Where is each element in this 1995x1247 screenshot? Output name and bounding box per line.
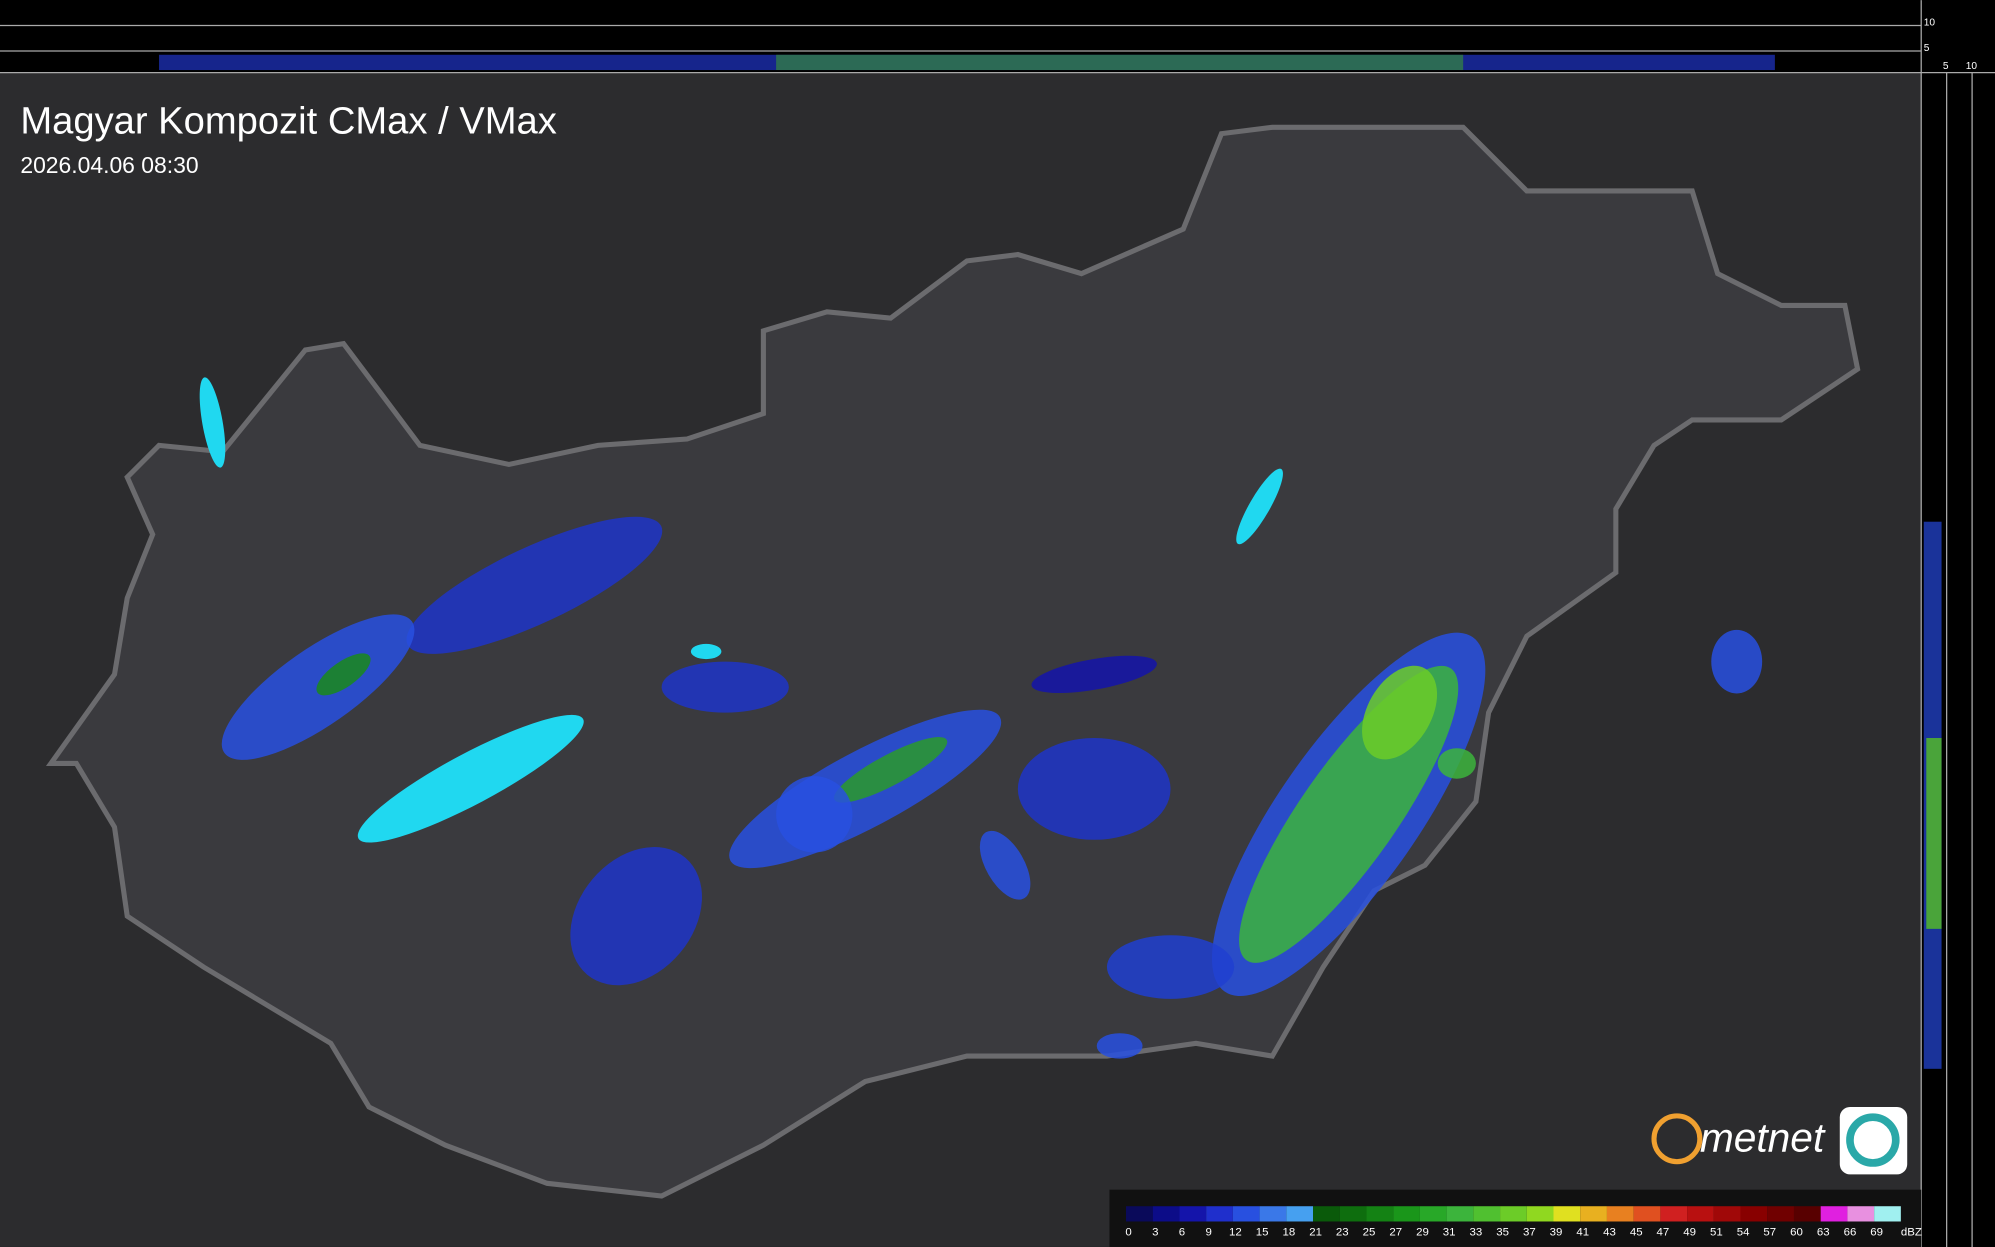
- top-profile-label: 10: [1924, 18, 1936, 29]
- legend-label: 54: [1737, 1226, 1750, 1238]
- legend-label: 47: [1657, 1226, 1670, 1238]
- legend-label: 31: [1443, 1226, 1456, 1238]
- legend-swatch: [1606, 1206, 1634, 1222]
- legend-label: 51: [1710, 1226, 1723, 1238]
- radar-echo: [1096, 1033, 1143, 1059]
- legend-swatch: [1313, 1206, 1340, 1222]
- legend-label: 41: [1576, 1226, 1589, 1238]
- legend-label: 60: [1790, 1226, 1803, 1238]
- legend-label: 18: [1282, 1226, 1295, 1238]
- radar-echo: [1362, 665, 1438, 760]
- lake: [357, 714, 584, 843]
- legend-label: 37: [1523, 1226, 1536, 1238]
- legend-swatch: [1874, 1206, 1901, 1222]
- legend-swatch: [1393, 1206, 1420, 1222]
- legend-label: 6: [1179, 1226, 1185, 1238]
- legend-swatch: [1660, 1206, 1688, 1222]
- legend-label: 45: [1630, 1226, 1643, 1238]
- radar-echo: [979, 830, 1031, 900]
- legend-swatch: [1419, 1206, 1447, 1222]
- legend-label: 66: [1844, 1226, 1857, 1238]
- legend-swatch: [1820, 1206, 1848, 1222]
- legend-label: 21: [1309, 1226, 1322, 1238]
- lake: [690, 643, 722, 660]
- radar-echo: [1437, 748, 1476, 779]
- radar-echo: [570, 847, 702, 986]
- timestamp: 2026.04.06 08:30: [20, 152, 198, 178]
- legend-swatch: [1152, 1206, 1180, 1222]
- legend-swatch: [1126, 1206, 1153, 1222]
- legend-swatch: [1740, 1206, 1768, 1222]
- legend-swatch: [1286, 1206, 1314, 1222]
- legend-label: 0: [1125, 1226, 1131, 1238]
- logo-swirl: [1846, 1113, 1900, 1167]
- legend-swatch: [1793, 1206, 1821, 1222]
- legend-label: 23: [1336, 1226, 1349, 1238]
- legend-swatch: [1713, 1206, 1741, 1222]
- legend-label: 35: [1496, 1226, 1509, 1238]
- legend-swatch: [1687, 1206, 1714, 1222]
- legend-label: 39: [1550, 1226, 1563, 1238]
- lake: [1236, 468, 1283, 545]
- legend-label: 43: [1603, 1226, 1616, 1238]
- legend-swatch: [1206, 1206, 1233, 1222]
- legend-label: 69: [1870, 1226, 1883, 1238]
- radar-echo: [661, 661, 789, 713]
- legend-label: 29: [1416, 1226, 1429, 1238]
- side-profile-label: 5: [1943, 61, 1949, 72]
- top-profile-label: 5: [1924, 43, 1930, 54]
- logo-sun: [1651, 1113, 1703, 1165]
- legend-swatch: [1473, 1206, 1501, 1222]
- legend-swatch: [1553, 1206, 1581, 1222]
- radar-echo: [776, 776, 853, 853]
- logo-text: metnet: [1700, 1115, 1826, 1161]
- side-profile-label: 10: [1966, 61, 1978, 72]
- legend-swatch: [1500, 1206, 1527, 1222]
- country-area: [45, 124, 1861, 1199]
- radar-echo: [833, 737, 948, 803]
- legend-swatch: [1339, 1206, 1367, 1222]
- legend-swatch: [1446, 1206, 1474, 1222]
- legend-label: 33: [1470, 1226, 1483, 1238]
- radar-echo: [1017, 738, 1171, 840]
- legend-label: 57: [1763, 1226, 1776, 1238]
- side-profile-echo: [1926, 738, 1942, 929]
- legend-swatch: [1767, 1206, 1794, 1222]
- radar-echoes: [199, 377, 1763, 1059]
- legend-label: 49: [1683, 1226, 1696, 1238]
- lake: [199, 377, 226, 468]
- legend-swatch: [1633, 1206, 1661, 1222]
- radar-echo: [406, 516, 663, 654]
- radar-echo: [1106, 935, 1235, 999]
- radar-echo: [316, 653, 371, 696]
- legend-swatch: [1259, 1206, 1287, 1222]
- legend-label: 3: [1152, 1226, 1158, 1238]
- legend-swatch: [1232, 1206, 1260, 1222]
- legend-unit: dBZ: [1901, 1226, 1922, 1238]
- legend-label: 25: [1363, 1226, 1376, 1238]
- legend-swatch: [1526, 1206, 1554, 1222]
- legend-swatch: [1847, 1206, 1875, 1222]
- legend-label: 15: [1256, 1226, 1269, 1238]
- radar-echo: [1711, 629, 1763, 694]
- title: Magyar Kompozit CMax / VMax: [20, 100, 556, 143]
- radar-echo: [1031, 655, 1157, 694]
- legend-label: 27: [1389, 1226, 1402, 1238]
- logo: metnet: [1651, 1106, 1908, 1175]
- legend-swatch: [1366, 1206, 1394, 1222]
- legend-label: 63: [1817, 1226, 1830, 1238]
- legend-swatch: [1580, 1206, 1607, 1222]
- legend: 0 3 6 9 12 15 18 21 23 25 27 29 31 33 35 37 39 41 43 45 47 49…: [1125, 1206, 1922, 1238]
- legend-swatch: [1179, 1206, 1207, 1222]
- legend-label: 12: [1229, 1226, 1242, 1238]
- top-profile-echo: [776, 54, 1464, 71]
- legend-label: 9: [1206, 1226, 1212, 1238]
